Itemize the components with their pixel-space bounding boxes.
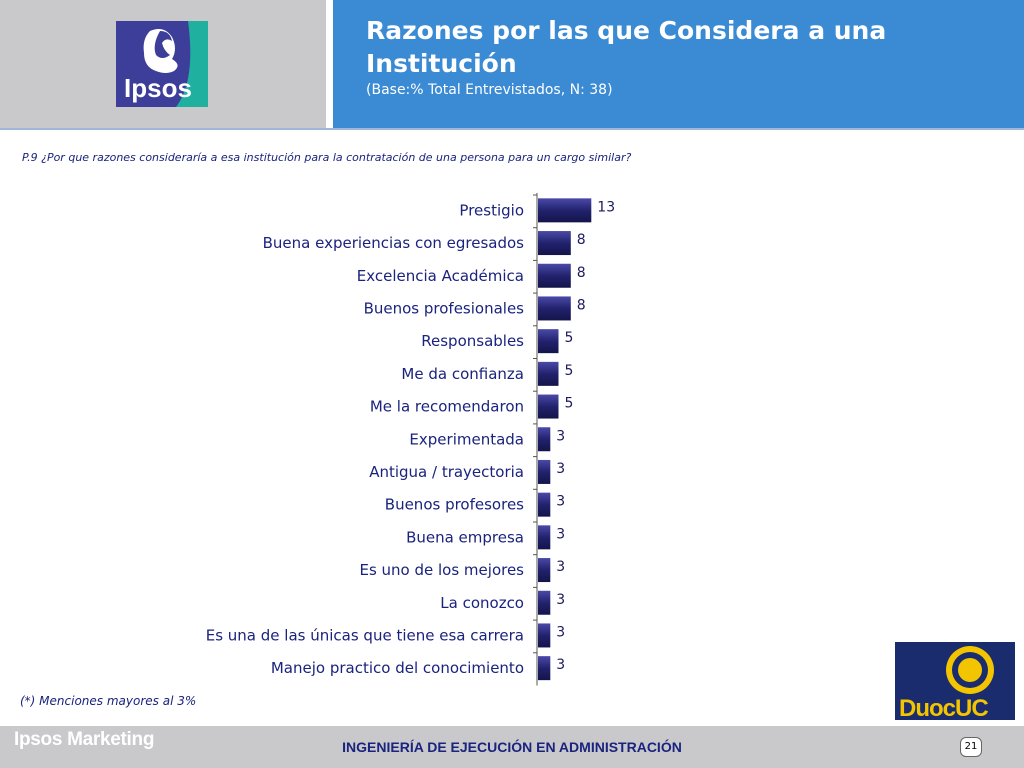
data-label: 3 <box>556 559 565 575</box>
data-label: 3 <box>556 526 565 542</box>
data-label: 8 <box>577 297 586 313</box>
bar <box>538 492 551 517</box>
page-title: Razones por las que Considera a una Inst… <box>366 16 887 78</box>
category-label: Buenos profesores <box>385 496 524 514</box>
bar <box>538 427 551 452</box>
footer-bar <box>0 726 1024 768</box>
footer-program: INGENIERÍA DE EJECUCIÓN EN ADMINISTRACIÓ… <box>342 739 682 755</box>
data-label: 8 <box>577 265 586 281</box>
category-label: Me la recomendaron <box>370 398 524 416</box>
bar <box>538 231 571 256</box>
category-label: Buena empresa <box>406 528 524 546</box>
data-label: 5 <box>565 330 574 346</box>
page-subtitle: (Base:% Total Entrevistados, N: 38) <box>366 82 613 98</box>
category-label: Experimentada <box>409 430 524 448</box>
reasons-bar-chart: Prestigio 13 Buena experiencias con egresa… <box>206 193 615 686</box>
category-label: Responsables <box>421 332 524 350</box>
data-label: 5 <box>565 396 574 412</box>
data-label: 3 <box>556 624 565 640</box>
bar <box>538 623 551 648</box>
category-label: Es uno de los mejores <box>359 561 524 579</box>
footer-brand: Ipsos Marketing <box>14 729 155 750</box>
footnote: (*) Menciones mayores al 3% <box>20 694 197 708</box>
category-label: La conozco <box>440 594 524 612</box>
bar <box>538 263 571 288</box>
data-label: 3 <box>556 461 565 477</box>
category-label: Prestigio <box>459 201 524 219</box>
category-label: Me da confianza <box>401 365 524 383</box>
data-label: 3 <box>556 657 565 673</box>
ipsos-logo: Ipsos <box>116 21 208 107</box>
data-label: 13 <box>597 199 615 215</box>
category-label: Antigua / trayectoria <box>369 463 524 481</box>
bar <box>538 296 571 321</box>
data-label: 8 <box>577 232 586 248</box>
bar <box>538 558 551 583</box>
bar <box>538 361 559 386</box>
category-label: Excelencia Académica <box>357 267 524 285</box>
bar <box>538 394 559 419</box>
bar <box>538 656 551 681</box>
bar <box>538 459 551 484</box>
bar <box>538 590 551 615</box>
category-label: Es una de las únicas que tiene esa carre… <box>206 626 524 644</box>
header-title-panel <box>333 0 1024 128</box>
bar <box>538 198 592 223</box>
category-label: Buenos profesionales <box>364 299 525 317</box>
data-label: 3 <box>556 428 565 444</box>
bar <box>538 329 559 354</box>
header-divider <box>0 128 1024 130</box>
data-label: 3 <box>556 494 565 510</box>
category-label: Manejo practico del conocimiento <box>271 659 524 677</box>
bar <box>538 525 551 550</box>
page-number: 21 <box>960 737 982 757</box>
survey-question: P.9 ¿Por que razones consideraría a esa … <box>22 151 632 164</box>
data-label: 5 <box>565 363 574 379</box>
duoc-uc-logo: DuocUC <box>895 642 1015 720</box>
ipsos-logo-text: Ipsos <box>124 73 192 103</box>
category-label: Buena experiencias con egresados <box>263 234 525 252</box>
data-label: 3 <box>556 592 565 608</box>
duoc-logo-text: DuocUC <box>899 695 988 720</box>
